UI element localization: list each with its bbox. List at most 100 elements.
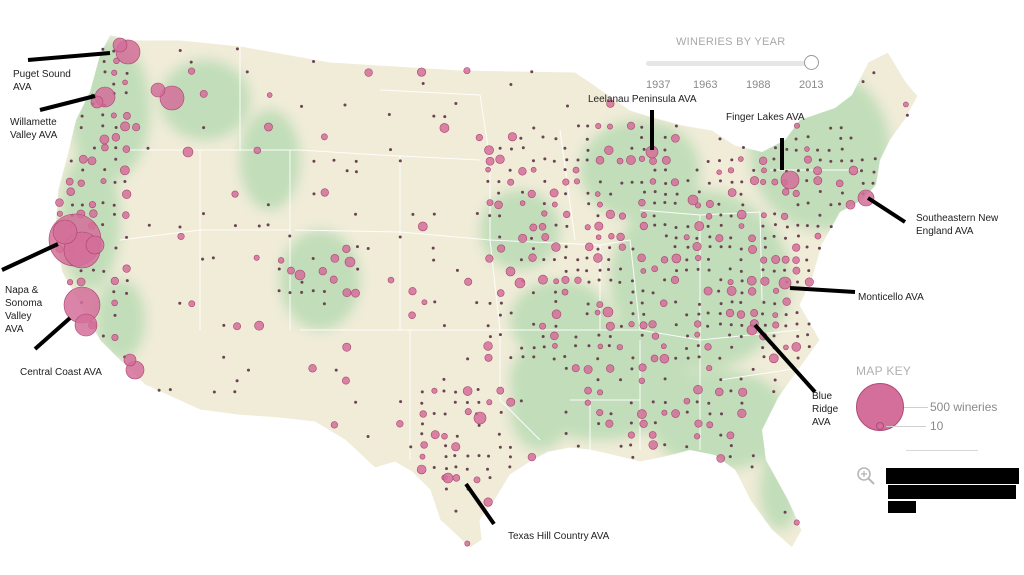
winery-dot[interactable]: [541, 135, 545, 139]
winery-dot[interactable]: [488, 335, 492, 339]
winery-dot[interactable]: [640, 125, 644, 129]
winery-dot[interactable]: [640, 136, 644, 140]
winery-dot[interactable]: [322, 289, 326, 293]
winery-dot[interactable]: [563, 355, 567, 359]
winery-dot[interactable]: [686, 179, 690, 183]
winery-bubble[interactable]: [253, 254, 260, 261]
winery-dot[interactable]: [530, 236, 534, 240]
winery-bubble[interactable]: [638, 377, 645, 384]
winery-bubble[interactable]: [484, 145, 494, 156]
winery-dot[interactable]: [631, 455, 635, 459]
winery-dot[interactable]: [641, 289, 645, 293]
winery-dot[interactable]: [773, 223, 777, 227]
winery-dot[interactable]: [257, 224, 261, 228]
winery-dot[interactable]: [233, 390, 237, 394]
winery-bubble[interactable]: [606, 364, 615, 373]
winery-dot[interactable]: [454, 102, 458, 106]
winery-dot[interactable]: [772, 269, 776, 273]
winery-bubble[interactable]: [320, 133, 328, 141]
winery-bubble[interactable]: [793, 519, 800, 526]
winery-dot[interactable]: [532, 355, 536, 359]
winery-dot[interactable]: [420, 422, 424, 426]
winery-bubble[interactable]: [738, 156, 744, 162]
winery-bubble[interactable]: [804, 146, 810, 152]
winery-bubble[interactable]: [835, 179, 844, 188]
winery-dot[interactable]: [839, 126, 843, 130]
winery-bubble[interactable]: [396, 420, 404, 428]
winery-bubble[interactable]: [67, 279, 74, 286]
winery-bubble[interactable]: [760, 256, 768, 264]
winery-dot[interactable]: [763, 236, 767, 240]
winery-dot[interactable]: [519, 399, 523, 403]
winery-bubble[interactable]: [782, 188, 790, 196]
winery-dot[interactable]: [663, 278, 667, 282]
winery-dot[interactable]: [619, 444, 623, 448]
winery-dot[interactable]: [486, 467, 490, 471]
winery-bubble[interactable]: [604, 145, 614, 155]
winery-dot[interactable]: [596, 214, 600, 218]
winery-dot[interactable]: [465, 401, 469, 405]
winery-bubble[interactable]: [123, 112, 131, 120]
winery-dot[interactable]: [564, 192, 568, 196]
winery-dot[interactable]: [509, 147, 513, 151]
winery-bubble[interactable]: [484, 353, 493, 362]
winery-bubble[interactable]: [89, 209, 98, 218]
winery-dot[interactable]: [729, 214, 733, 218]
winery-dot[interactable]: [521, 146, 525, 150]
winery-dot[interactable]: [498, 445, 502, 449]
winery-dot[interactable]: [168, 388, 172, 392]
winery-bubble[interactable]: [529, 223, 538, 232]
winery-bubble[interactable]: [597, 343, 604, 350]
winery-bubble[interactable]: [813, 166, 823, 176]
winery-dot[interactable]: [719, 245, 723, 249]
winery-bubble[interactable]: [638, 155, 646, 162]
winery-bubble[interactable]: [387, 276, 395, 284]
winery-dot[interactable]: [642, 190, 646, 194]
winery-bubble[interactable]: [56, 210, 63, 217]
winery-bubble[interactable]: [771, 255, 781, 264]
winery-dot[interactable]: [784, 313, 788, 317]
winery-bubble[interactable]: [671, 134, 680, 143]
winery-bubble[interactable]: [431, 387, 438, 394]
winery-bubble[interactable]: [318, 267, 327, 276]
winery-dot[interactable]: [80, 114, 84, 118]
winery-dot[interactable]: [300, 290, 304, 294]
winery-bubble[interactable]: [605, 419, 614, 428]
winery-dot[interactable]: [651, 291, 655, 295]
winery-dot[interactable]: [673, 201, 677, 205]
winery-dot[interactable]: [718, 137, 722, 141]
winery-dot[interactable]: [532, 126, 536, 130]
winery-bubble[interactable]: [671, 409, 680, 418]
winery-dot[interactable]: [739, 300, 743, 304]
winery-dot[interactable]: [762, 300, 766, 304]
winery-bubble[interactable]: [122, 189, 132, 199]
winery-dot[interactable]: [685, 445, 689, 449]
winery-dot[interactable]: [565, 224, 569, 228]
winery-dot[interactable]: [663, 400, 667, 404]
winery-dot[interactable]: [608, 246, 612, 250]
winery-bubble[interactable]: [597, 389, 604, 396]
winery-bubble[interactable]: [541, 233, 550, 241]
winery-dot[interactable]: [442, 324, 446, 328]
winery-dot[interactable]: [576, 444, 580, 448]
winery-bubble[interactable]: [451, 442, 461, 452]
winery-dot[interactable]: [664, 234, 668, 238]
winery-bubble[interactable]: [496, 289, 505, 297]
winery-bubble[interactable]: [99, 134, 110, 145]
winery-bubble[interactable]: [683, 234, 690, 241]
winery-bubble[interactable]: [659, 353, 670, 364]
winery-dot[interactable]: [311, 256, 315, 260]
winery-bubble[interactable]: [485, 156, 495, 166]
winery-dot[interactable]: [101, 47, 105, 51]
winery-dot[interactable]: [246, 368, 250, 372]
winery-dot[interactable]: [839, 136, 843, 140]
winery-dot[interactable]: [861, 80, 865, 84]
winery-dot[interactable]: [827, 148, 831, 152]
winery-bubble[interactable]: [683, 397, 691, 405]
winery-bubble[interactable]: [329, 275, 338, 284]
winery-dot[interactable]: [618, 280, 622, 284]
winery-bubble[interactable]: [649, 157, 657, 165]
winery-bubble[interactable]: [572, 166, 580, 174]
winery-dot[interactable]: [488, 214, 492, 218]
winery-dot[interactable]: [532, 346, 536, 350]
